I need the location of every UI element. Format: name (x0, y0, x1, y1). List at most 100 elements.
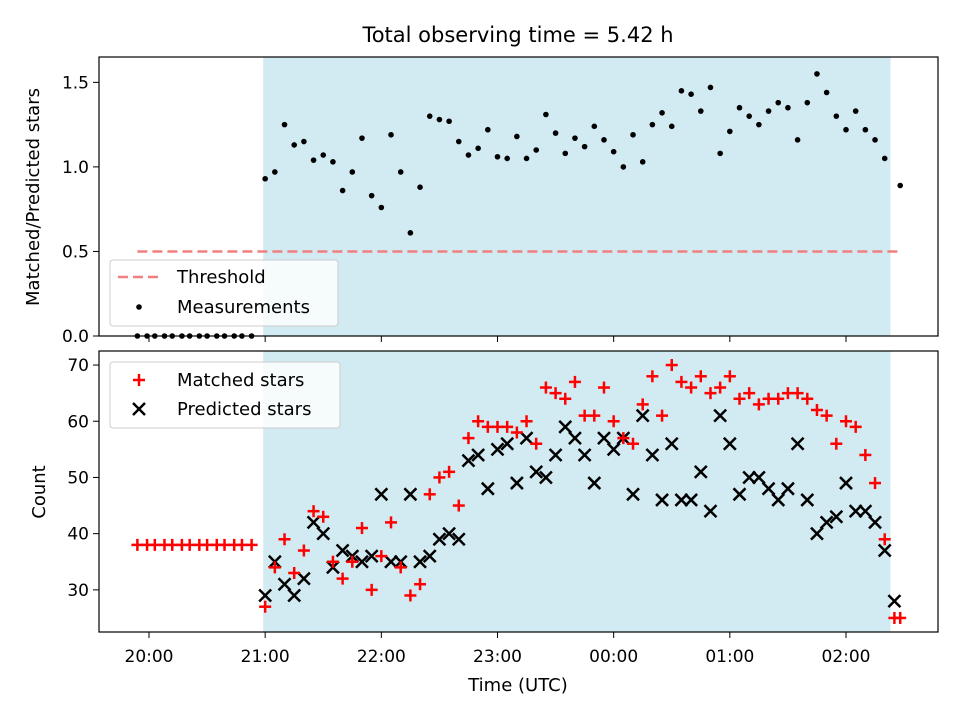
measurement-point (562, 150, 569, 157)
matched-star-point (646, 370, 659, 383)
bottom-panel: 30 40 50 60 70 20:00 21:00 22:00 23:00 00:00 01:0… (29, 350, 939, 696)
predicted-star-point (297, 571, 311, 586)
legend-matched-swatch (133, 374, 145, 386)
measurement-point (514, 133, 520, 140)
predicted-star-point (810, 526, 824, 541)
measurement-point (610, 148, 617, 155)
predicted-star-point (606, 442, 621, 457)
measurement-point (897, 182, 904, 189)
matched-star-point (830, 437, 843, 450)
predicted-star-point (587, 476, 602, 490)
measurement-point (533, 147, 540, 153)
predicted-star-point (577, 448, 592, 462)
measurement-point (465, 152, 472, 158)
predicted-star-point (471, 448, 486, 462)
measurement-point (417, 184, 423, 190)
predicted-star-point (645, 448, 660, 462)
measurement-point (301, 138, 307, 145)
x-tick-label: 21:00 (241, 647, 290, 667)
bottom-legend-box (109, 361, 341, 429)
measurement-point (591, 123, 598, 130)
measurement-point (852, 108, 859, 114)
matched-star-point (694, 370, 707, 383)
predicted-star-point (519, 431, 534, 445)
predicted-star-point (839, 476, 853, 490)
matched-star-point (462, 432, 475, 445)
predicted-star-point (703, 504, 718, 519)
measurement-point (552, 130, 559, 136)
matched-star-point (743, 387, 756, 400)
legend-measurements-label: Measurements (177, 297, 310, 318)
measurement-point (862, 126, 869, 133)
matched-star-point (869, 477, 882, 490)
top-y-ticks: 0.0 0.5 1.0 1.5 (62, 73, 99, 347)
matched-star-point (665, 359, 678, 372)
predicted-star-point (693, 464, 708, 479)
measurement-point (291, 142, 298, 148)
measurement-point (388, 131, 394, 138)
predicted-star-point (374, 487, 389, 502)
measurement-point (639, 159, 646, 165)
predicted-star-point (751, 470, 766, 485)
measurement-point (678, 88, 685, 94)
matched-star-point (840, 415, 852, 428)
measurement-point (581, 143, 588, 150)
matched-star-point (355, 522, 368, 535)
predicted-star-point (422, 549, 437, 564)
matched-star-point (636, 398, 649, 411)
predicted-star-point (432, 532, 447, 547)
matched-star-point (443, 465, 456, 478)
measurement-point (368, 192, 375, 199)
predicted-stars-series (258, 408, 902, 608)
matched-star-point (423, 488, 436, 501)
top-y-axis-label: Matched/Predicted stars (23, 88, 44, 306)
y-tick-label: 0.5 (62, 242, 89, 262)
matched-star-point (772, 392, 785, 405)
top-axes-frame (98, 56, 939, 337)
bottom-y-ticks: 30 40 50 60 70 (67, 356, 99, 601)
matched-star-point (791, 387, 804, 400)
measurement-point (833, 113, 840, 119)
predicted-star-point (790, 436, 805, 451)
measurement-point (523, 155, 530, 162)
measurement-point (659, 110, 665, 116)
measurement-point (756, 121, 762, 128)
figure-title: Total observing time = 5.42 h (361, 23, 673, 47)
predicted-star-point (413, 554, 427, 569)
predicted-star-point (858, 504, 873, 519)
measurement-point (407, 230, 414, 236)
predicted-star-point (771, 493, 786, 507)
measurement-point (804, 99, 811, 106)
predicted-star-point (442, 526, 456, 541)
predicted-star-point (684, 493, 698, 507)
measurement-point (436, 116, 443, 123)
y-tick-label: 70 (67, 356, 89, 376)
measurement-point (272, 169, 278, 175)
top-legend: Threshold Measurements (109, 259, 339, 327)
predicted-star-point (635, 408, 650, 423)
measurement-point (397, 169, 404, 175)
predicted-star-point (877, 543, 892, 558)
measurement-point (504, 155, 510, 162)
predicted-star-point (403, 487, 418, 502)
predicted-star-point (287, 588, 302, 603)
measurement-point (446, 118, 452, 125)
measurement-point (494, 153, 501, 160)
predicted-star-point (539, 470, 553, 485)
legend-matched-label: Matched stars (177, 370, 304, 391)
measurement-point (688, 91, 694, 97)
measurement-point (572, 135, 578, 141)
measurement-point (649, 121, 656, 128)
top-shaded-span (263, 57, 891, 336)
measurement-point (717, 150, 723, 157)
predicted-star-point (819, 515, 834, 530)
measurement-point (330, 159, 336, 165)
x-axis-label: Time (UTC) (467, 675, 568, 696)
predicted-star-point (597, 431, 611, 445)
matched-star-point (752, 398, 765, 411)
top-x-ticks (148, 336, 847, 342)
matched-star-point (326, 555, 339, 568)
predicted-star-point (568, 431, 582, 445)
y-tick-label: 0.0 (62, 327, 89, 347)
measurement-point (785, 104, 791, 111)
